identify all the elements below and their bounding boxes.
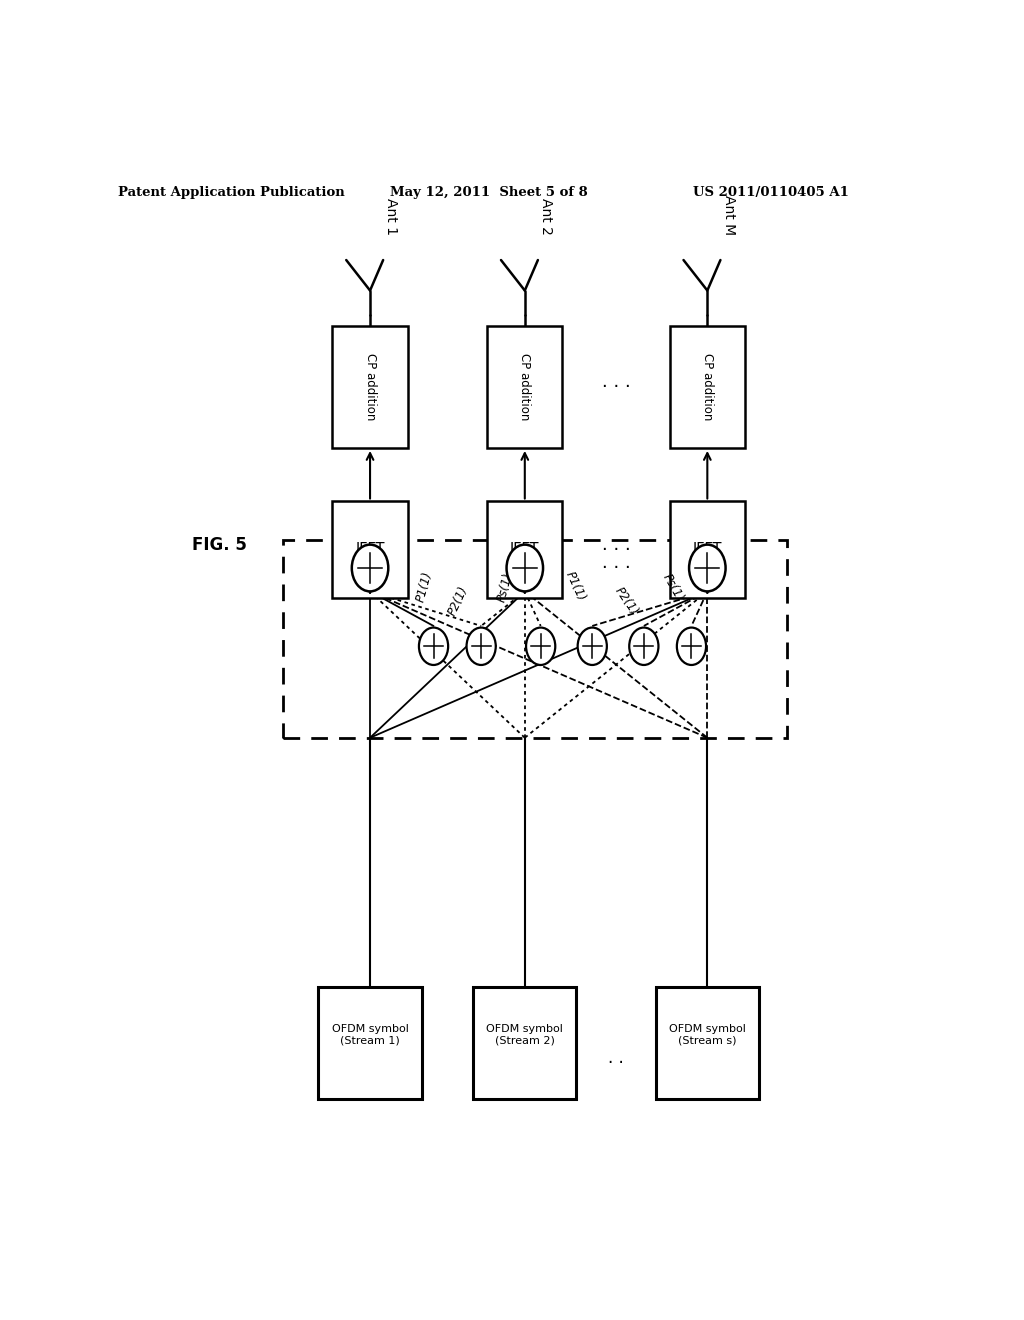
Text: . . .: . . . xyxy=(602,554,631,572)
Text: CP addition: CP addition xyxy=(364,354,377,421)
Bar xyxy=(318,987,422,1098)
Bar xyxy=(333,502,408,598)
Text: IFFT: IFFT xyxy=(355,543,385,557)
Text: OFDM symbol
(Stream 1): OFDM symbol (Stream 1) xyxy=(332,1024,409,1045)
Text: Ps(1): Ps(1) xyxy=(659,572,686,603)
Circle shape xyxy=(507,545,543,591)
Text: US 2011/0110405 A1: US 2011/0110405 A1 xyxy=(693,186,849,199)
Bar xyxy=(670,502,745,598)
Bar xyxy=(655,987,759,1098)
Circle shape xyxy=(352,545,388,591)
Text: P1(1): P1(1) xyxy=(414,570,434,603)
Bar xyxy=(487,326,562,447)
Text: CP addition: CP addition xyxy=(700,354,714,421)
Text: . . .: . . . xyxy=(602,374,631,391)
Circle shape xyxy=(677,627,707,665)
Text: P1(1): P1(1) xyxy=(563,570,588,603)
Bar xyxy=(333,326,408,447)
Bar xyxy=(487,502,562,598)
Bar xyxy=(473,987,577,1098)
Text: CP addition: CP addition xyxy=(518,354,531,421)
Text: May 12, 2011  Sheet 5 of 8: May 12, 2011 Sheet 5 of 8 xyxy=(390,186,588,199)
Text: Ps(1): Ps(1) xyxy=(495,572,515,603)
Text: Ant M: Ant M xyxy=(722,194,735,235)
Bar xyxy=(283,540,786,738)
Circle shape xyxy=(467,627,496,665)
Text: . . .: . . . xyxy=(602,536,631,553)
Text: IFFT: IFFT xyxy=(692,543,722,557)
Circle shape xyxy=(419,627,449,665)
Circle shape xyxy=(629,627,658,665)
Text: P2(1): P2(1) xyxy=(445,583,470,618)
Circle shape xyxy=(526,627,555,665)
Circle shape xyxy=(578,627,607,665)
Text: OFDM symbol
(Stream 2): OFDM symbol (Stream 2) xyxy=(486,1024,563,1045)
Text: OFDM symbol
(Stream s): OFDM symbol (Stream s) xyxy=(669,1024,745,1045)
Bar xyxy=(670,326,745,447)
Text: Ant 2: Ant 2 xyxy=(539,198,553,235)
Text: FIG. 5: FIG. 5 xyxy=(191,536,247,553)
Text: . .: . . xyxy=(608,1049,624,1067)
Circle shape xyxy=(689,545,726,591)
Text: Patent Application Publication: Patent Application Publication xyxy=(118,186,344,199)
Text: IFFT: IFFT xyxy=(510,543,540,557)
Text: P2(1): P2(1) xyxy=(612,585,641,618)
Text: Ant 1: Ant 1 xyxy=(384,198,398,235)
